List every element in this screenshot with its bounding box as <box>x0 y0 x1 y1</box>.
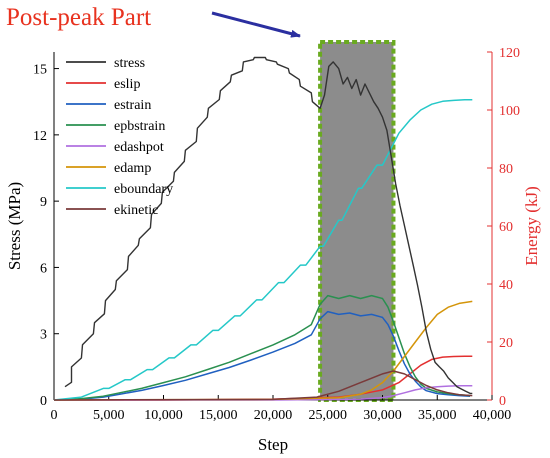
y-left-tick-label: 6 <box>40 261 47 276</box>
legend-label-edashpot: edashpot <box>114 140 164 155</box>
series-line-edamp <box>53 300 473 401</box>
y-right-tick-label: 120 <box>499 46 520 61</box>
x-tick-label: 20,000 <box>254 408 293 423</box>
y-right-tick-label: 80 <box>499 162 513 177</box>
x-tick-label: 40,000 <box>473 408 512 423</box>
y-left-tick-label: 3 <box>40 328 47 343</box>
x-tick-label: 10,000 <box>144 408 183 423</box>
legend-label-eslip: eslip <box>114 77 140 92</box>
y-right-tick-label: 40 <box>499 278 513 293</box>
x-tick-label: 30,000 <box>363 408 402 423</box>
annotation-text: Post-peak Part <box>6 4 151 31</box>
y-left-tick-label: 9 <box>40 195 47 210</box>
series-line-eboundary <box>53 99 473 401</box>
series-line-ekinetic <box>53 370 473 401</box>
x-tick-label: 25,000 <box>309 408 348 423</box>
y-axis-left-label: Stress (MPa) <box>5 182 24 270</box>
y-left-tick-label: 0 <box>40 394 47 409</box>
y-left-tick-label: 12 <box>33 129 47 144</box>
legend-label-epbstrain: epbstrain <box>114 119 165 134</box>
y-right-tick-label: 60 <box>499 220 513 235</box>
legend-label-stress: stress <box>114 56 145 71</box>
post-peak-region-box <box>318 40 396 402</box>
annotation-arrow <box>211 11 301 38</box>
ticks: 0 5,000 10,000 15,000 20,000 25,000 30,000 35,0… <box>33 46 520 423</box>
x-tick-label: 35,000 <box>418 408 457 423</box>
legend-label-eboundary: eboundary <box>114 182 173 197</box>
x-tick-label: 15,000 <box>199 408 238 423</box>
y-right-tick-label: 20 <box>499 336 513 351</box>
series-line-stress <box>64 56 473 395</box>
x-axis-label: Step <box>258 435 288 454</box>
legend-label-estrain: estrain <box>114 98 151 113</box>
y-right-tick-label: 100 <box>499 104 520 119</box>
post-peak-region <box>318 40 396 402</box>
x-tick-label: 5,000 <box>93 408 125 423</box>
legend-label-ekinetic: ekinetic <box>114 203 158 218</box>
y-left-tick-label: 15 <box>33 63 47 78</box>
y-axis-right-label: Energy (kJ) <box>522 186 541 265</box>
legend: stress eslip estrain epbstrain edashpot edamp… <box>66 56 173 218</box>
y-right-tick-label: 0 <box>499 394 506 409</box>
series-line-edashpot <box>54 385 473 401</box>
legend-label-edamp: edamp <box>114 161 151 176</box>
series-lines <box>53 56 473 401</box>
series-line-estrain <box>53 310 471 401</box>
x-tick-label: 0 <box>51 408 58 423</box>
